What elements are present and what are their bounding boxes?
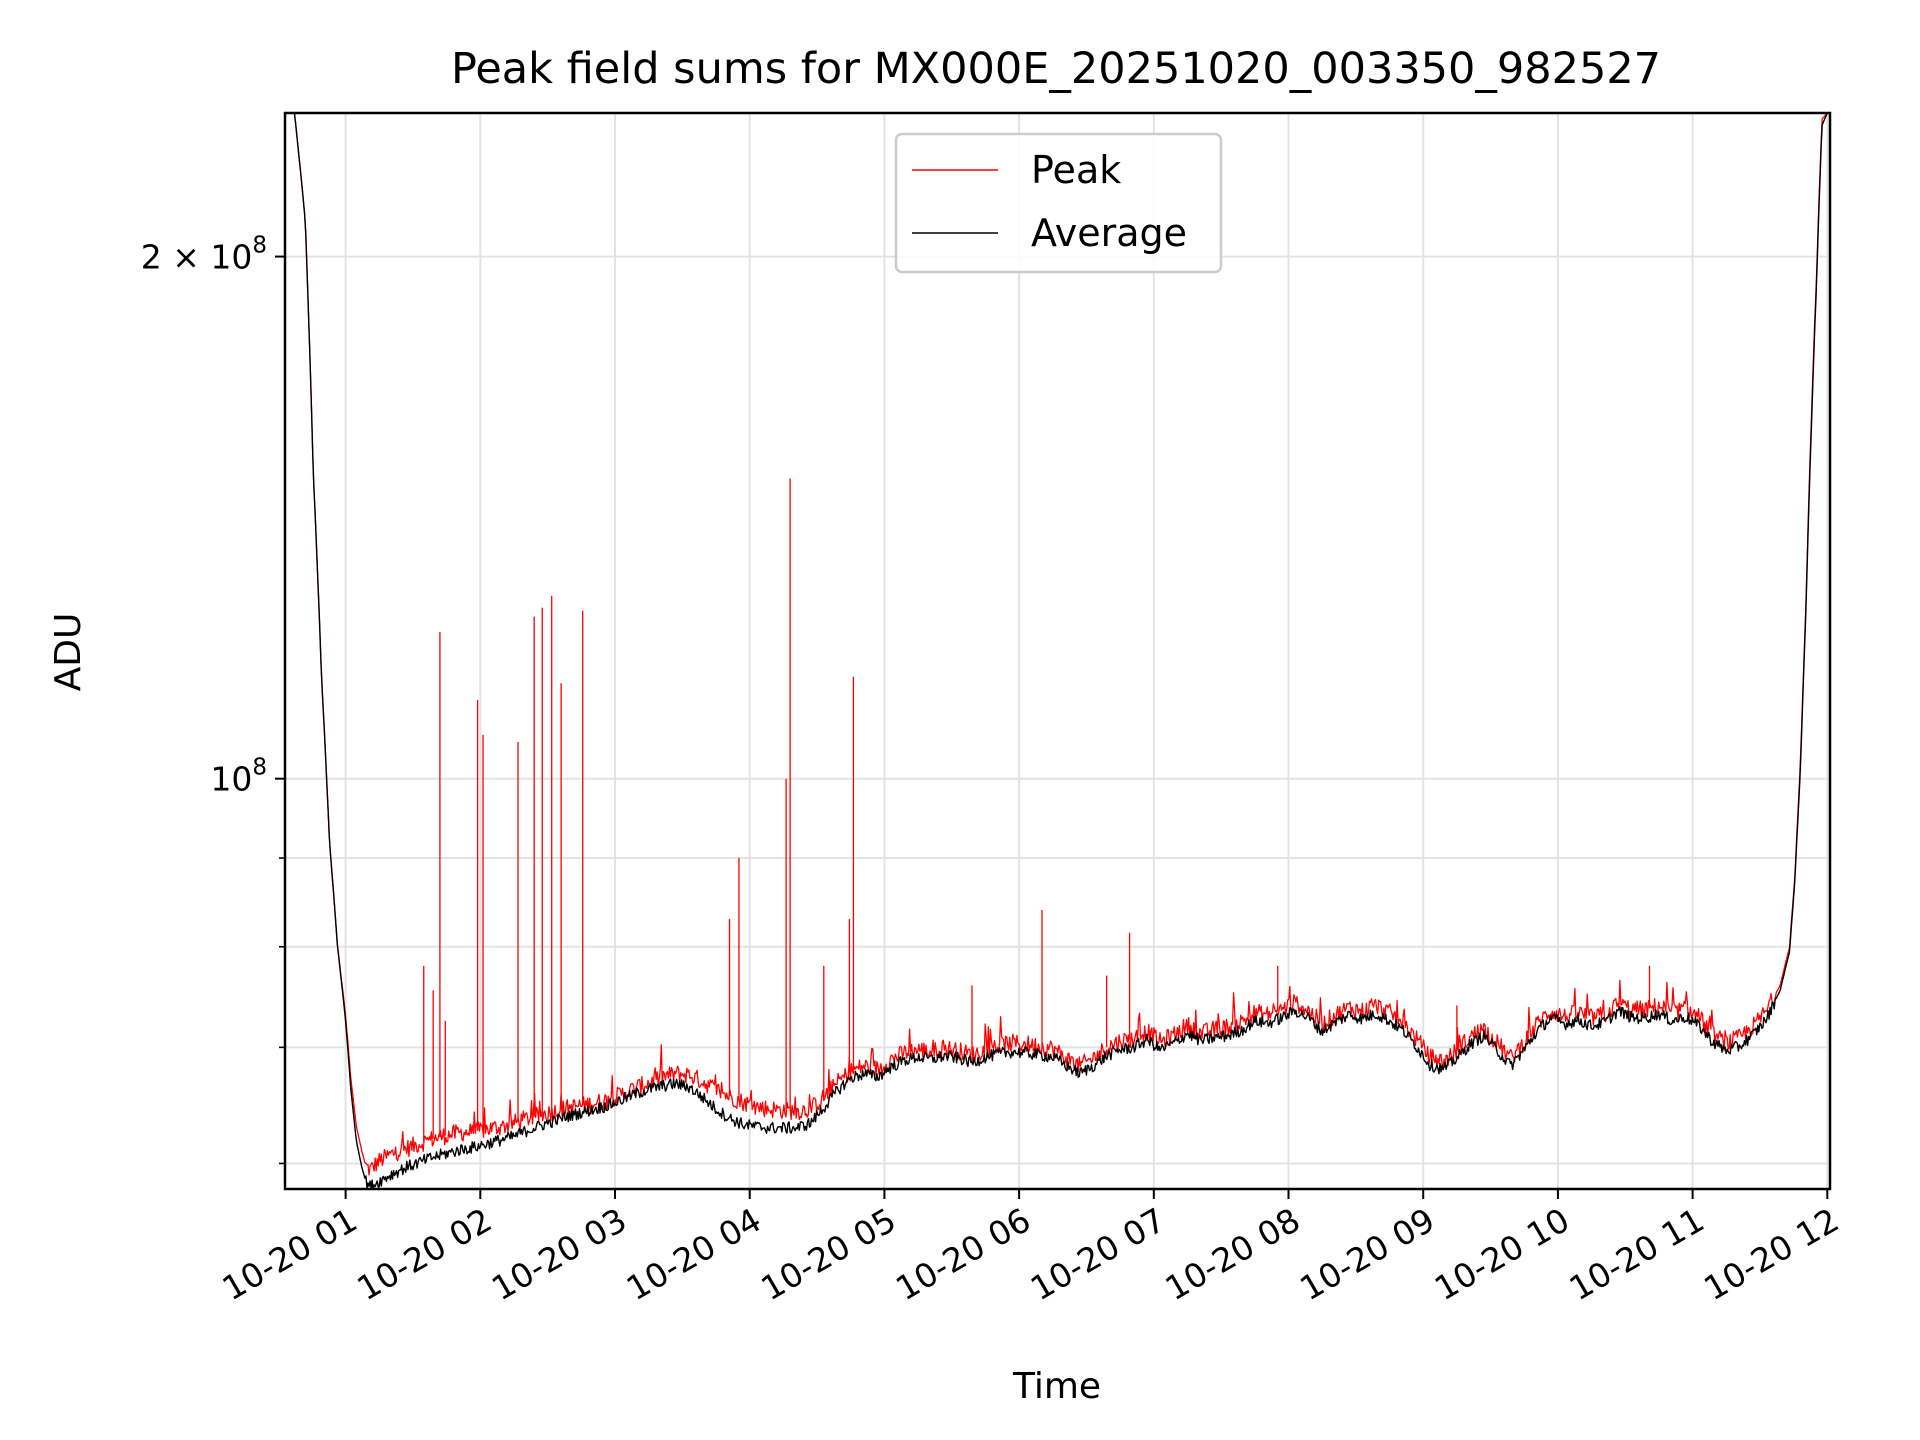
legend-label-average: Average — [1031, 211, 1187, 255]
y-tick-label: 2 × 108 — [141, 233, 267, 277]
legend-box — [894, 132, 1223, 274]
series-lines — [293, 113, 1828, 1189]
chart-title: Peak field sums for MX000E_20251020_0033… — [451, 44, 1661, 94]
x-axis-label: Time — [1012, 1366, 1101, 1407]
plot-frame — [283, 111, 1832, 1191]
plot-area — [293, 113, 1828, 1189]
y-tick-label: 108 — [210, 755, 267, 799]
series-line-average — [293, 113, 1828, 1189]
y-axis-label: ADU — [48, 613, 89, 692]
legend-label-peak: Peak — [1031, 148, 1121, 192]
y-axis-ticks: 108 2 × 108 — [141, 233, 285, 799]
legend: Peak Average — [894, 132, 1223, 274]
